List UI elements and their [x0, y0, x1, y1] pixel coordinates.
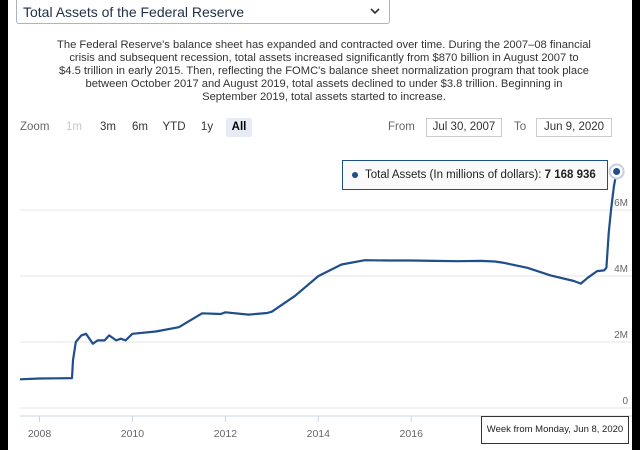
series-line-total-assets — [20, 171, 618, 381]
description-line: September 2019, total assets started to … — [202, 91, 446, 103]
tooltip-value: 7 168 936 — [544, 169, 596, 181]
zoom-1y-button[interactable]: 1y — [200, 121, 214, 133]
zoom-6m-button[interactable]: 6m — [132, 121, 148, 133]
indicator-select[interactable]: Total Assets of the Federal Reserve — [16, 0, 390, 24]
series-dot-icon — [352, 171, 358, 178]
from-date-input[interactable]: Jul 30, 2007 — [426, 118, 502, 137]
x-tick-label: 2012 — [214, 428, 238, 440]
description-line: between October 2017 and August 2019, to… — [85, 78, 563, 90]
line-chart[interactable]: 0 2M 4M 6M 2008 2010 2012 2014 2016 Total Assets… — [20, 146, 632, 450]
chart-tooltip: Total Assets (In millions of dollars): 7… — [342, 160, 608, 190]
x-tick-label: 2008 — [28, 428, 52, 440]
to-label: To — [514, 121, 527, 133]
y-tick-label: 6M — [614, 198, 628, 209]
zoom-all-button[interactable]: All — [226, 118, 252, 137]
description-line: The Federal Reserve's balance sheet has … — [57, 39, 591, 51]
from-label: From — [388, 121, 415, 133]
chart-panel: Total Assets of the Federal Reserve The … — [8, 0, 632, 450]
x-tick-label: 2010 — [121, 428, 145, 440]
x-tick-label: 2014 — [307, 428, 331, 440]
zoom-label: Zoom — [20, 121, 50, 133]
y-tick-label: 2M — [614, 330, 628, 341]
to-date-input[interactable]: Jun 9, 2020 — [536, 118, 612, 137]
y-tick-label: 4M — [614, 264, 628, 275]
crosshair-date-label: Week from Monday, Jun 8, 2020 — [481, 416, 629, 444]
tooltip-series: Total Assets (In millions of dollars): — [365, 169, 542, 181]
zoom-1m-button[interactable]: 1m — [66, 121, 82, 133]
indicator-select-label: Total Assets of the Federal Reserve — [23, 4, 244, 20]
chevron-down-icon — [370, 8, 380, 15]
hover-marker — [613, 168, 621, 176]
description-line: $4.5 trillion in early 2015. Then, refle… — [59, 65, 589, 77]
y-tick-label: 0 — [622, 396, 628, 407]
zoom-ytd-button[interactable]: YTD — [162, 121, 186, 133]
chart-canvas: 0 2M 4M 6M 2008 2010 2012 2014 2016 — [20, 163, 632, 440]
zoom-3m-button[interactable]: 3m — [100, 121, 116, 133]
chart-description: The Federal Reserve's balance sheet has … — [36, 39, 612, 104]
x-tick-label: 2016 — [400, 428, 424, 440]
description-line: crisis and subsequent recession, total a… — [69, 52, 579, 64]
